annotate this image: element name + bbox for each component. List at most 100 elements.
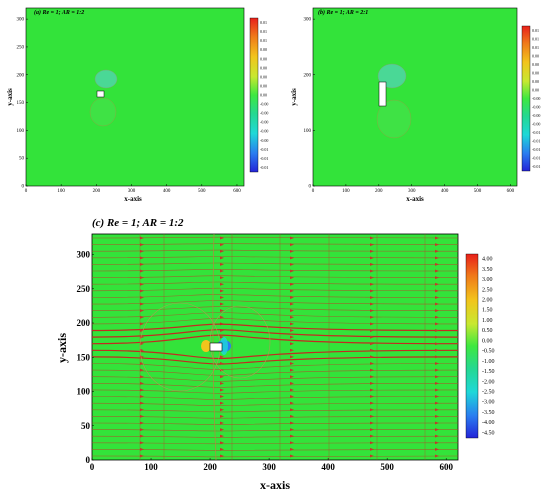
panel-b-colorbar-label: -0.01: [532, 164, 540, 169]
flow-arrow: [370, 428, 374, 432]
panel-c-colorbar-label: -1.00: [482, 359, 495, 365]
flow-arrow: [370, 315, 374, 319]
flow-arrow: [435, 368, 439, 372]
panel-a-x-tick-label: 0: [25, 189, 28, 194]
streamline: [91, 306, 459, 311]
flow-arrow: [290, 395, 294, 399]
flow-arrow: [370, 249, 374, 253]
flow-arrow: [290, 441, 294, 445]
flow-arrow: [140, 395, 144, 399]
panel-b-colorbar-label: -0.01: [532, 130, 540, 135]
panel-c-x-tick-label: 0: [90, 462, 95, 472]
streamline: [91, 429, 459, 432]
flow-arrow: [435, 322, 439, 326]
streamline: [91, 329, 459, 338]
obstacle-a: [96, 90, 105, 98]
flow-arrow: [220, 395, 224, 399]
streamline: [91, 442, 459, 445]
panel-b-colorbar-label: -0.01: [532, 156, 540, 161]
panel-c-colorbar-label: 1.00: [482, 318, 493, 324]
flow-arrow: [290, 401, 294, 405]
flow-arrow: [290, 454, 294, 458]
panel-a-x-tick-label: 300: [128, 189, 136, 194]
colorbar-labels-b: 0.01 0.01 0.01 0.00 0.00 0.00 0.00 0.00 -0.00 -0.…: [532, 28, 540, 169]
colorbar-a: [249, 17, 259, 173]
flow-arrow: [290, 335, 294, 339]
flow-arrow: [220, 335, 224, 339]
flow-arrow: [370, 381, 374, 385]
streamline: [91, 402, 459, 407]
flow-arrow: [370, 401, 374, 405]
panel-c-x-tick-label: 100: [144, 462, 158, 472]
flow-arrow: [220, 355, 224, 359]
flow-arrow: [140, 315, 144, 319]
panel-b-colorbar-label: 0.00: [532, 62, 539, 67]
flow-arrow: [220, 282, 224, 286]
panel-c-y-tick-label: 100: [77, 387, 91, 397]
flow-arrow: [220, 315, 224, 319]
flow-arrow: [220, 256, 224, 260]
flow-arrow: [220, 381, 224, 385]
panel-c-colorbar-label: 2.50: [482, 287, 493, 293]
flow-arrow: [370, 362, 374, 366]
flow-arrow: [370, 262, 374, 266]
flow-arrow: [290, 375, 294, 379]
flow-arrow: [220, 401, 224, 405]
flow-arrow: [140, 309, 144, 313]
panel-title-a: (a) Re = 1; AR = 1:2: [34, 9, 84, 16]
flow-arrow: [435, 454, 439, 458]
panel-a-colorbar-label: -0.00: [260, 129, 268, 134]
flow-arrow: [435, 256, 439, 260]
streamline: [91, 275, 459, 278]
flow-arrow: [140, 276, 144, 280]
flow-arrow: [290, 388, 294, 392]
flow-arrow: [290, 322, 294, 326]
panel-c-colorbar-label: -3.00: [482, 400, 495, 406]
flow-arrow: [220, 276, 224, 280]
flow-arrow: [435, 295, 439, 299]
flow-arrow: [290, 381, 294, 385]
panel-a-colorbar-label: -0.00: [260, 120, 268, 125]
panel-c-colorbar-label: 0.50: [482, 328, 493, 334]
streamline: [91, 422, 459, 425]
streamline: [91, 356, 459, 365]
streamline: [91, 376, 459, 382]
panel-b-colorbar-label: 0.01: [532, 36, 539, 41]
flow-arrow: [140, 388, 144, 392]
flow-arrow: [140, 342, 144, 346]
streamline: [91, 383, 459, 388]
flow-arrow: [435, 414, 439, 418]
panel-c-colorbar-label: -2.00: [482, 379, 495, 385]
flow-arrow: [140, 421, 144, 425]
y-axis-label-b: y-axis: [290, 88, 298, 106]
flow-arrow: [370, 355, 374, 359]
flow-arrow: [140, 236, 144, 240]
flow-arrow: [220, 388, 224, 392]
panel-a-y-tick-label: 250: [17, 45, 25, 50]
flow-arrow: [290, 249, 294, 253]
colorbar-b: [521, 25, 531, 172]
flow-arrow: [140, 322, 144, 326]
flow-arrow: [140, 368, 144, 372]
flow-arrow: [370, 289, 374, 293]
flow-arrow: [435, 375, 439, 379]
panel-b-colorbar-label: -0.00: [532, 113, 540, 118]
flow-arrow: [220, 428, 224, 432]
streamline: [91, 435, 459, 438]
wake-contour-lower-a: [89, 97, 117, 127]
panel-c-y-tick-label: 0: [86, 455, 91, 465]
panel-a-colorbar-label: 0.00: [260, 47, 267, 52]
streamline: [91, 369, 459, 376]
flow-arrow: [290, 276, 294, 280]
pressure-peak-orange-c: [201, 340, 211, 352]
panel-a-colorbar-label: 0.01: [260, 29, 267, 34]
ticks-b: 0 100 200 300 400 500 600 0 100 200 300: [304, 18, 515, 194]
panel-c-x-tick-label: 600: [439, 462, 453, 472]
flow-arrow: [140, 262, 144, 266]
flow-arrow: [370, 414, 374, 418]
panel-b-colorbar-label: 0.01: [532, 45, 539, 50]
flow-arrow: [370, 302, 374, 306]
recirculation-contour-right-c: [209, 305, 271, 379]
flow-arrow: [370, 295, 374, 299]
